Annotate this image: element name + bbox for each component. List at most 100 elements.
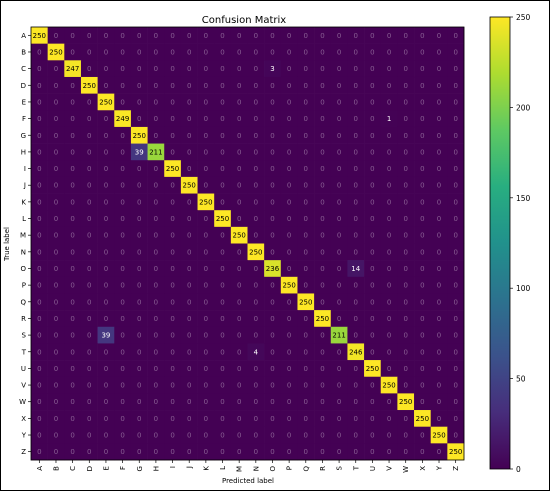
cell-O-C [64,260,82,278]
cell-value-P-A: 0 [37,282,41,290]
cell-value-O-W: 0 [403,265,407,273]
cell-value-J-W: 0 [403,182,407,190]
cell-value-I-B: 0 [54,165,58,173]
cell-C-X [414,60,431,78]
y-tick-label: J [23,182,26,190]
cell-value-A-W: 0 [403,32,407,40]
cell-K-B [47,193,65,211]
cell-L-E [97,210,115,228]
cell-value-B-E: 0 [104,48,108,56]
cell-J-N [247,176,265,194]
cell-value-L-S: 0 [337,215,341,223]
cell-O-I [164,260,182,278]
cell-value-H-C: 0 [70,148,74,156]
cell-F-B [47,110,65,128]
cell-value-A-V: 0 [387,32,391,40]
cell-A-Z [447,27,465,44]
cell-value-B-S: 0 [337,48,341,56]
cell-Q-S [330,293,348,311]
cell-U-I [164,360,182,378]
cell-value-B-M: 0 [237,48,241,56]
cell-S-S [330,326,348,344]
cell-Q-R [314,293,332,311]
cell-J-X [414,176,431,194]
cell-G-K [197,126,215,144]
cell-U-T [347,360,365,378]
cell-E-Z [447,93,465,111]
cell-B-N [247,43,265,61]
cell-N-U [364,243,382,261]
cell-value-L-D: 0 [87,215,91,223]
cell-value-J-L: 0 [220,182,224,190]
cell-value-V-K: 0 [204,382,208,390]
cell-S-P [280,326,298,344]
cell-value-G-D: 0 [87,132,91,140]
cell-value-F-S: 0 [337,115,341,123]
cell-value-N-G: 0 [137,248,141,256]
cell-M-O [264,226,282,244]
cell-value-T-Q: 0 [304,348,308,356]
cell-value-A-I: 0 [170,32,174,40]
cell-Z-S [330,443,348,461]
cell-value-J-U: 0 [370,182,374,190]
cell-value-V-W: 0 [403,382,407,390]
cell-value-I-X: 0 [420,165,424,173]
cell-value-D-S: 0 [337,82,341,90]
cell-value-R-L: 0 [220,315,224,323]
cell-N-P [280,243,298,261]
cell-value-K-M: 0 [237,198,241,206]
cell-value-Y-Q: 0 [304,432,308,440]
cell-M-B [47,226,65,244]
cell-B-B [47,43,65,61]
cell-value-C-W: 0 [403,65,407,73]
cell-value-W-H: 0 [154,398,158,406]
cell-K-Z [447,193,465,211]
cell-Q-E [97,293,115,311]
cell-H-C [64,143,82,161]
cell-value-X-F: 0 [120,415,124,423]
cell-C-Y [430,60,448,78]
cell-Y-I [164,426,182,444]
cell-value-D-R: 0 [320,82,324,90]
cell-value-R-T: 0 [354,315,358,323]
cell-value-H-N: 0 [254,148,258,156]
cell-value-A-E: 0 [104,32,108,40]
cell-H-W [397,143,415,161]
cell-U-R [314,360,332,378]
cell-value-C-U: 0 [370,65,374,73]
cell-value-L-O: 0 [270,215,274,223]
cell-value-Y-W: 0 [403,432,407,440]
cell-Q-K [197,293,215,311]
cell-value-Y-E: 0 [104,432,108,440]
cell-value-W-E: 0 [104,398,108,406]
cell-value-D-U: 0 [370,82,374,90]
cell-A-Q [297,27,315,44]
cell-value-P-V: 0 [387,282,391,290]
cell-I-P [280,160,298,178]
cell-B-S [330,43,348,61]
cell-T-R [314,343,332,361]
cell-value-I-V: 0 [387,165,391,173]
cell-value-P-P: 250 [282,282,295,290]
cell-value-I-T: 0 [354,165,358,173]
cell-value-B-J: 0 [187,48,191,56]
cell-K-N [247,193,265,211]
cell-value-S-O: 0 [270,332,274,340]
cell-value-B-R: 0 [320,48,324,56]
cell-value-W-B: 0 [54,398,58,406]
cell-X-Z [447,410,465,427]
cell-D-R [314,76,332,94]
cell-F-O [264,110,282,128]
cell-value-S-U: 0 [370,332,374,340]
cell-H-L [214,143,232,161]
cell-A-L [214,27,232,44]
cell-Z-X [414,443,431,461]
cell-value-X-V: 0 [387,415,391,423]
cell-value-W-O: 0 [270,398,274,406]
cell-T-H [147,343,165,361]
cell-L-Q [297,210,315,228]
matrix-cells: 250 0 0 0 0 0 0 0 0 0 0 0 0 0 0 0 0 0 0 0 0 0 0 0 0 0 0 250 0 0 0 0 0 0 0 0… [31,27,465,461]
y-tick-label: O [20,265,26,273]
cell-value-A-P: 0 [287,32,291,40]
